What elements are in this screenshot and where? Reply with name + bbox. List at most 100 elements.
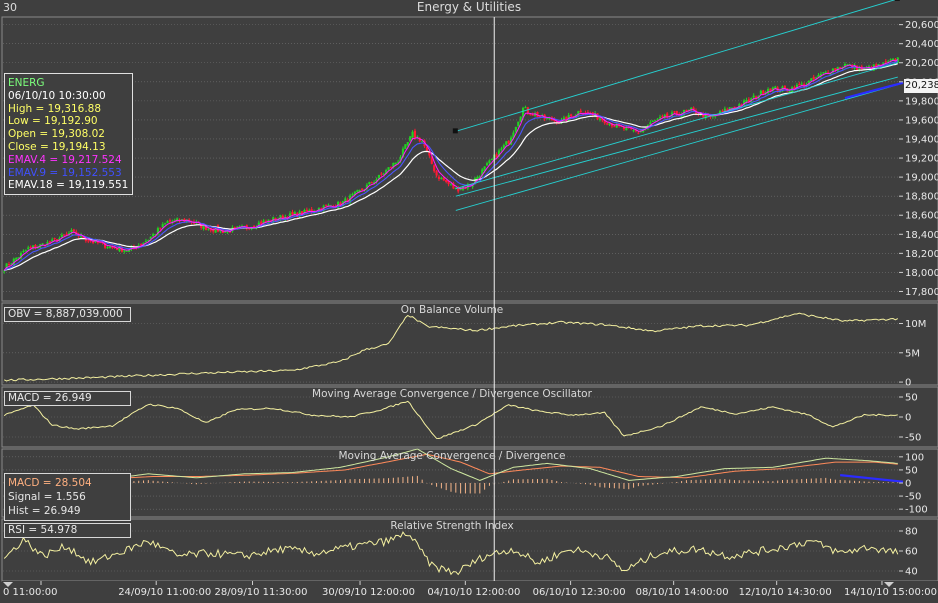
candle-body [858, 67, 861, 70]
candle-body [176, 218, 179, 221]
obv-value-box: OBV = 8,887,039.000 [4, 307, 131, 322]
candle-body [579, 110, 582, 113]
candle-body [51, 239, 54, 242]
candle-body [843, 63, 847, 67]
y-tick-label-macd-3: -50 [905, 492, 921, 503]
candle-body [224, 231, 227, 233]
x-tick-label-5: 06/10/10 12:30:00 [533, 587, 626, 598]
candle-body [687, 109, 690, 111]
candle-body [41, 243, 44, 245]
candle-body [399, 156, 402, 162]
candle-body [168, 220, 172, 222]
candle-body [483, 166, 486, 171]
candle-body [245, 225, 248, 229]
candle-body [118, 246, 121, 252]
close-value: Close = 19,194.13 [8, 140, 106, 153]
period-label: 30 [3, 1, 17, 14]
candle-body [63, 234, 66, 236]
candle-body [673, 111, 676, 113]
candle-body [397, 161, 400, 163]
candle-body [481, 169, 484, 176]
candle-body [846, 64, 849, 66]
candle-body [570, 114, 573, 117]
candle-body [154, 234, 157, 236]
y-tick-label-price-10: 18,600 [905, 211, 938, 222]
candle-body [651, 120, 654, 122]
candle-body [128, 249, 131, 252]
candle-body [72, 229, 75, 232]
candle-body [500, 148, 503, 150]
candle-body [512, 132, 515, 138]
y-tick-label-price-4: 19,800 [905, 96, 938, 107]
candle-body [147, 240, 150, 242]
candle-body [10, 263, 13, 265]
candle-body [123, 250, 126, 252]
obv-line [3, 312, 899, 382]
candle-body [53, 238, 56, 240]
candle-body [55, 239, 59, 242]
candle-body [149, 236, 152, 240]
candle-body [173, 220, 176, 222]
candle-body [380, 173, 383, 175]
candle-body [685, 109, 688, 111]
candle-body [99, 241, 102, 243]
candle-body [742, 100, 746, 106]
candle-body [3, 270, 6, 272]
price-trend-line [844, 81, 904, 100]
y-tick-label-price-8: 19,000 [905, 173, 938, 184]
candle-body [608, 123, 611, 125]
candle-body [413, 130, 417, 138]
ema18-value: EMAV.18 = 19,119.551 [8, 179, 129, 192]
scroll-left-icon [3, 582, 13, 587]
candle-body [373, 182, 376, 184]
candle-body [425, 146, 429, 151]
last-price-badge: 20,238 [904, 79, 938, 93]
candle-body [457, 188, 460, 192]
candle-body [106, 247, 109, 249]
candle-body [411, 131, 414, 138]
candle-body [445, 179, 448, 182]
rsi-line [3, 531, 899, 576]
y-tick-label-price-9: 18,800 [905, 192, 938, 203]
candle-body [896, 57, 899, 63]
candle-body [421, 140, 424, 142]
candle-body [361, 188, 364, 191]
candle-body [774, 86, 777, 89]
channel-handle-start [452, 128, 458, 134]
candle-body [207, 228, 210, 230]
candle-body [293, 212, 296, 215]
candle-body [810, 78, 813, 82]
candle-body [48, 241, 51, 243]
candle-body [375, 179, 378, 182]
candle-body [27, 247, 30, 249]
candle-body [485, 163, 489, 166]
candle-body [762, 90, 765, 95]
candle-body [7, 264, 11, 266]
candle-body [111, 246, 114, 248]
candle-body [663, 114, 666, 118]
candle-body [644, 127, 647, 129]
candle-body [368, 182, 371, 185]
candle-body [478, 176, 481, 178]
candle-body [166, 221, 169, 224]
candle-body [91, 241, 95, 243]
candle-body [502, 145, 505, 149]
candle-body [353, 191, 356, 196]
candle-body [435, 170, 438, 176]
hist-value: Hist = 26.949 [8, 505, 81, 517]
candle-body [202, 224, 205, 230]
candle-body [233, 226, 236, 228]
candle-body [702, 113, 705, 118]
candle-body [140, 243, 143, 245]
candle-body [882, 62, 885, 65]
candle-body [264, 221, 268, 223]
x-tick-label-0: 0 11:00:00 [3, 587, 57, 598]
ema18-line [4, 63, 898, 272]
candle-body [538, 116, 541, 118]
candle-body [327, 204, 330, 206]
candle-body [817, 74, 820, 78]
candle-body [476, 176, 479, 180]
candle-body [726, 109, 729, 111]
candle-body [759, 90, 762, 96]
